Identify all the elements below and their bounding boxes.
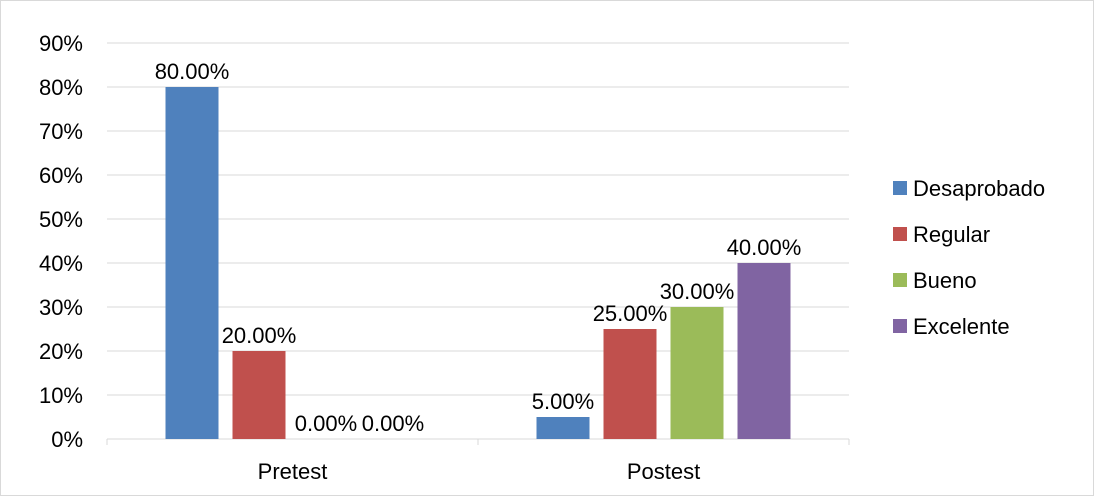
bar-desaprobado-pretest [165, 87, 219, 439]
y-tick-label: 70% [39, 119, 83, 144]
y-tick-label: 40% [39, 251, 83, 276]
x-category-label: Postest [627, 459, 700, 484]
legend-swatch-desaprobado [893, 181, 907, 195]
legend-swatch-regular [893, 227, 907, 241]
y-tick-label: 20% [39, 339, 83, 364]
bar-regular-postest [603, 329, 657, 439]
y-tick-label: 50% [39, 207, 83, 232]
y-tick-label: 0% [51, 427, 83, 452]
legend-swatch-excelente [893, 319, 907, 333]
legend-label-bueno: Bueno [913, 268, 977, 293]
data-label: 40.00% [727, 235, 802, 260]
data-label: 0.00% [295, 411, 357, 436]
bar-regular-pretest [232, 351, 286, 439]
bar-bueno-postest [670, 307, 724, 439]
data-label: 30.00% [660, 279, 735, 304]
data-label: 20.00% [222, 323, 297, 348]
x-category-label: Pretest [258, 459, 328, 484]
legend-label-regular: Regular [913, 222, 990, 247]
y-tick-label: 10% [39, 383, 83, 408]
y-tick-label: 90% [39, 31, 83, 56]
bar-desaprobado-postest [536, 417, 590, 439]
legend-label-excelente: Excelente [913, 314, 1010, 339]
data-label: 80.00% [155, 59, 230, 84]
data-label: 5.00% [532, 389, 594, 414]
y-tick-label: 80% [39, 75, 83, 100]
data-label: 0.00% [362, 411, 424, 436]
legend-swatch-bueno [893, 273, 907, 287]
y-tick-label: 30% [39, 295, 83, 320]
legend-label-desaprobado: Desaprobado [913, 176, 1045, 201]
bar-excelente-postest [737, 263, 791, 439]
y-tick-label: 60% [39, 163, 83, 188]
data-label: 25.00% [593, 301, 668, 326]
